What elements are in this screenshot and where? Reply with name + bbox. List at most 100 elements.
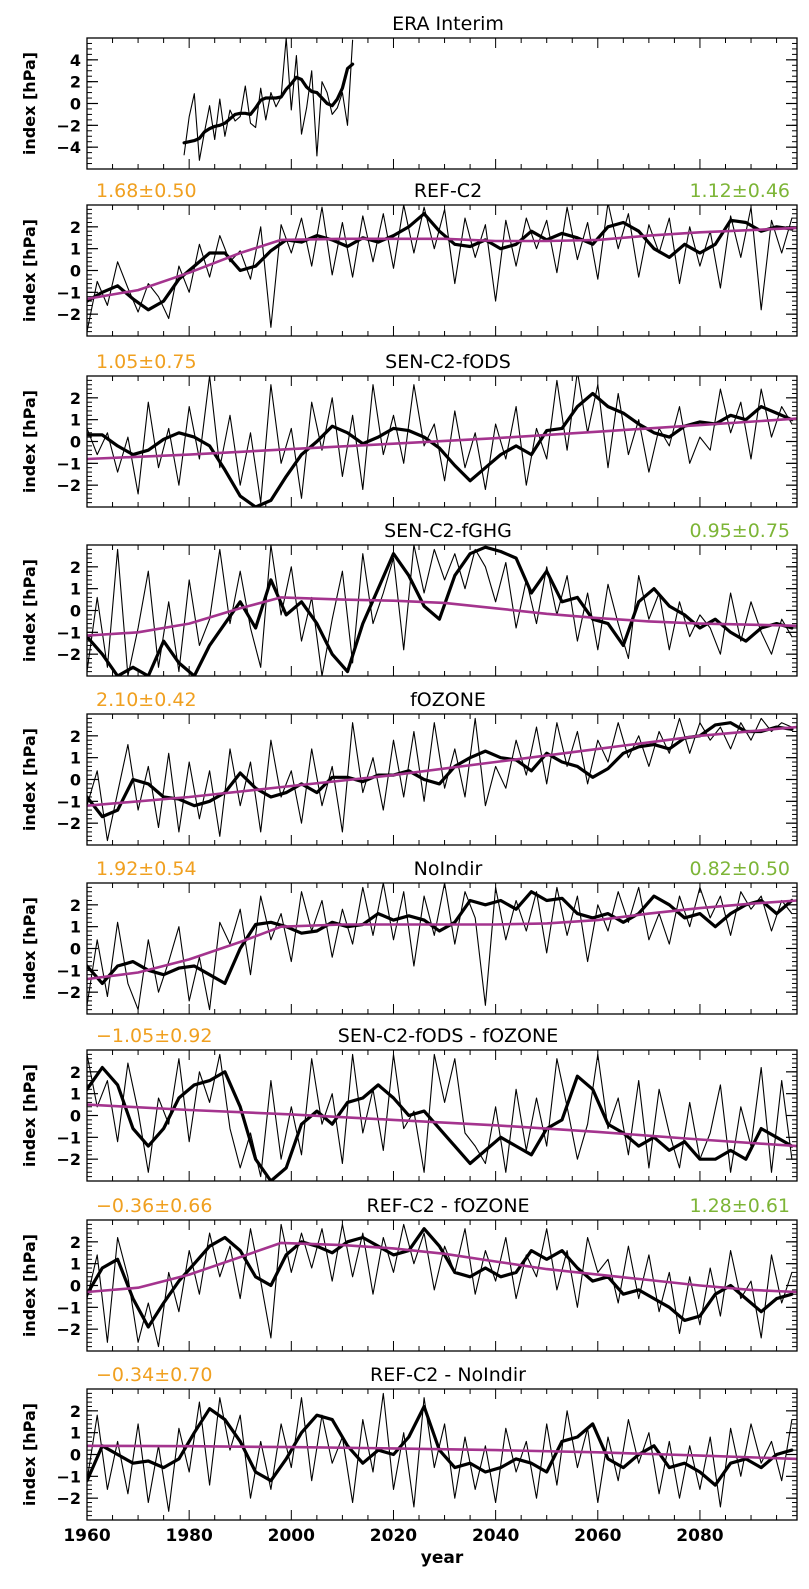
panel-8: REF-C2 - NoIndir −0.34±0.70 index [hPa] −2 −… <box>20 1364 798 1568</box>
series-line-thick <box>87 890 794 986</box>
panel-title: REF-C2 - NoIndir <box>370 1364 526 1386</box>
y-tick-label: 0 <box>70 1107 81 1126</box>
x-tick-label: 2040 <box>472 1526 519 1546</box>
y-tick-label: 4 <box>70 51 81 70</box>
trend-value-left: 1.68±0.50 <box>96 180 197 202</box>
y-tick-label: −2 <box>56 645 81 664</box>
trend-value-right: 1.12±0.46 <box>689 180 790 202</box>
y-tick-label: −1 <box>56 454 81 473</box>
series-group <box>87 717 797 842</box>
y-tick-label: −1 <box>56 623 81 642</box>
y-tick-label: 1 <box>70 1085 81 1104</box>
series-line-trend <box>87 899 797 981</box>
y-tick-label: 1 <box>70 918 81 937</box>
trend-value-right: 1.28±0.61 <box>689 1195 790 1217</box>
series-group <box>87 1053 797 1181</box>
x-tick-label: 2080 <box>676 1526 723 1546</box>
y-tick-label: 1 <box>70 411 81 430</box>
series-group <box>87 545 797 676</box>
panel-title: SEN-C2-fGHG <box>384 520 512 542</box>
y-tick-label: 1 <box>70 1255 81 1274</box>
series-line-trend <box>87 226 797 301</box>
series-line-trend <box>87 417 797 461</box>
x-axis-label: year <box>421 1548 464 1568</box>
series-group <box>87 1223 797 1348</box>
y-tick-label: 1 <box>70 240 81 259</box>
series-line-thick <box>87 391 794 507</box>
y-tick-label: −1 <box>56 1298 81 1317</box>
y-tick-label: 0 <box>70 1446 81 1465</box>
y-tick-label: 2 <box>70 1233 81 1252</box>
trend-value-right: 0.82±0.50 <box>689 858 790 880</box>
trend-value-left: 1.92±0.54 <box>96 858 197 880</box>
y-tick-label: 0 <box>70 1277 81 1296</box>
y-tick-label: −1 <box>56 283 81 302</box>
panel-3: SEN-C2-fGHG 0.95±0.75 index [hPa] −2 −1 0 1 2 <box>20 520 798 677</box>
series-line-thick <box>87 212 794 312</box>
plot-frame <box>86 544 798 677</box>
trend-value-right: 0.95±0.75 <box>689 520 790 542</box>
panel-4: fOZONE 2.10±0.42 index [hPa] −2 −1 0 1 2 <box>20 689 798 846</box>
trend-value-left: −0.34±0.70 <box>96 1364 212 1386</box>
y-tick-label: 2 <box>70 218 81 237</box>
panel-title: NoIndir <box>414 858 483 880</box>
trend-value-left: −0.36±0.66 <box>96 1195 212 1217</box>
y-tick-label: −2 <box>56 814 81 833</box>
panel-6: SEN-C2-fODS - fOZONE −1.05±0.92 index [hPa… <box>20 1025 798 1182</box>
series-group <box>87 883 797 1011</box>
series-line-thin <box>183 38 354 161</box>
plot-frame <box>86 713 798 846</box>
panel-title: REF-C2 <box>414 180 482 202</box>
series-line-thin <box>87 545 793 676</box>
y-tick-label: 0 <box>70 771 81 790</box>
series-line-thin <box>87 1223 793 1348</box>
y-axis-label: index [hPa] <box>20 1403 39 1506</box>
y-tick-label: −2 <box>56 983 81 1002</box>
plot-frame <box>86 375 798 508</box>
y-tick-label: −2 <box>56 1150 81 1169</box>
y-tick-label: 0 <box>70 433 81 452</box>
x-tick-label: 2020 <box>370 1526 417 1546</box>
y-axis-label: index [hPa] <box>20 559 39 662</box>
y-tick-label: 0 <box>70 940 81 959</box>
y-axis-label: index [hPa] <box>20 1234 39 1337</box>
y-tick-label: −1 <box>56 1467 81 1486</box>
panel-5: NoIndir 1.92±0.54 0.82±0.50 index [hPa] −2 −1… <box>20 858 798 1015</box>
y-tick-label: −2 <box>56 1320 81 1339</box>
y-tick-label: 2 <box>70 389 81 408</box>
plot-frame <box>86 37 798 170</box>
y-tick-label: −2 <box>56 116 81 135</box>
panel-7: REF-C2 - fOZONE −0.36±0.66 1.28±0.61 index … <box>20 1195 798 1352</box>
series-line-thick <box>87 545 794 676</box>
trend-value-left: 2.10±0.42 <box>96 689 197 711</box>
series-line-trend <box>87 1241 797 1294</box>
series-line-thin <box>87 883 793 1011</box>
series-group <box>182 38 355 161</box>
x-tick-label: 1980 <box>165 1526 212 1546</box>
series-line-trend <box>87 1103 797 1148</box>
plot-frame <box>86 1049 798 1182</box>
y-tick-label: 1 <box>70 749 81 768</box>
panel-title: SEN-C2-fODS - fOZONE <box>338 1025 558 1047</box>
y-axis-label: index [hPa] <box>20 1064 39 1167</box>
y-tick-label: −2 <box>56 476 81 495</box>
y-tick-label: −1 <box>56 792 81 811</box>
x-tick-label: 2060 <box>574 1526 621 1546</box>
y-tick-label: 0 <box>70 262 81 281</box>
series-line-trend <box>87 596 797 637</box>
y-tick-label: 2 <box>70 896 81 915</box>
y-tick-label: −1 <box>56 961 81 980</box>
y-tick-label: −1 <box>56 1128 81 1147</box>
series-group <box>87 376 797 507</box>
y-tick-label: 2 <box>70 558 81 577</box>
plot-frame <box>86 882 798 1015</box>
series-group <box>87 1392 797 1512</box>
panel-title: fOZONE <box>410 689 486 711</box>
plot-frame <box>86 1388 798 1521</box>
series-line-thick <box>87 1227 794 1329</box>
plot-frame <box>86 1219 798 1352</box>
y-tick-label: −4 <box>56 138 81 157</box>
y-tick-label: 2 <box>70 73 81 92</box>
y-tick-label: 2 <box>70 1063 81 1082</box>
